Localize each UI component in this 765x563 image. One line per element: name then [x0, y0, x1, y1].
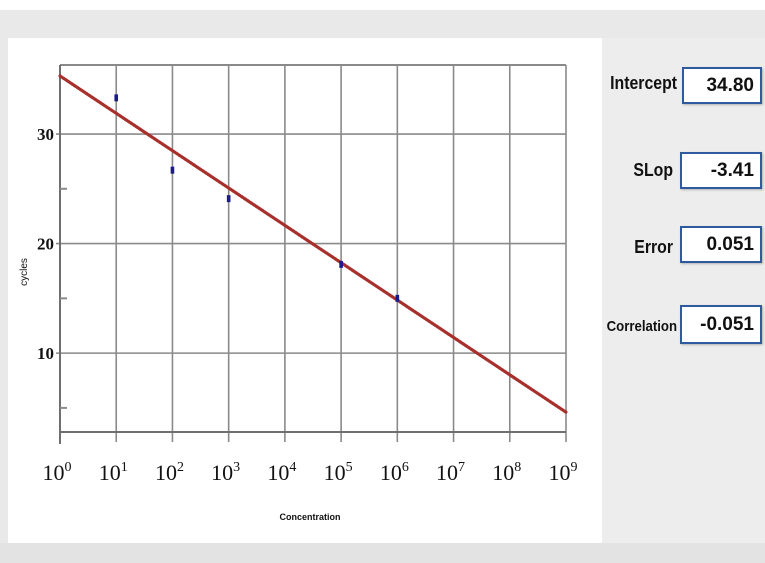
data-point: [395, 294, 400, 302]
data-point: [226, 195, 231, 203]
x-tick-label: 109: [549, 460, 578, 485]
x-tick-label: 104: [267, 460, 296, 485]
x-tick-label: 107: [436, 460, 465, 485]
error-value-box: 0.051: [680, 226, 762, 263]
intercept-value-box: 34.80: [682, 67, 762, 104]
x-axis-label: Concentration: [279, 512, 340, 522]
slope-label: SLop: [633, 160, 673, 180]
data-point: [339, 260, 343, 268]
x-tick-label: 100: [43, 460, 72, 485]
correlation-label: Correlation: [606, 318, 677, 335]
x-tick-label: 101: [99, 460, 128, 485]
stats-panel: [602, 38, 765, 543]
data-point: [170, 166, 175, 174]
error-label: Error: [634, 237, 673, 257]
y-tick-label: 10: [37, 344, 54, 363]
regression-line: [58, 74, 568, 414]
x-tick-label: 102: [155, 460, 184, 485]
bottom-band: [0, 543, 765, 563]
y-tick-label: 20: [37, 235, 54, 254]
top-band: [0, 0, 765, 10]
x-tick-label: 105: [324, 460, 353, 485]
y-tick-label: 30: [37, 125, 54, 144]
intercept-label: Intercept: [610, 73, 677, 93]
data-point: [114, 94, 119, 102]
y-axis-label: cycles: [19, 258, 30, 286]
slope-value-box: -3.41: [680, 152, 762, 189]
x-tick-label: 103: [211, 460, 240, 485]
x-tick-label: 108: [492, 460, 521, 485]
correlation-value-box: -0.051: [680, 305, 762, 344]
plot-panel: [8, 38, 602, 543]
x-tick-label: 106: [380, 460, 409, 485]
